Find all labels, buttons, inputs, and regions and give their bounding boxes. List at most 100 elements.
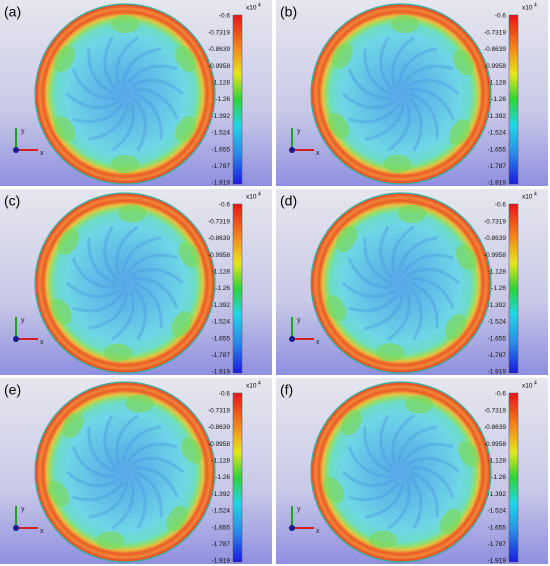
colorbar-tick-label: -0.9958	[484, 63, 506, 70]
swirl	[397, 47, 438, 85]
rim-patch	[118, 204, 147, 223]
swirl	[111, 101, 135, 152]
rim-patch	[175, 116, 197, 142]
swirl	[410, 92, 439, 140]
colorbar-exponent: x10	[246, 5, 257, 12]
colorbar-tick-label: -0.9958	[484, 441, 506, 448]
axis-x-label: x	[316, 528, 320, 535]
axis-x-label: x	[40, 339, 44, 346]
swirl	[364, 292, 405, 330]
rim-patch	[440, 508, 461, 535]
swirl	[363, 48, 392, 96]
swirl	[121, 47, 162, 85]
colorbar-exponent: x10	[246, 194, 257, 201]
colorbar-tick-label: -1.524	[488, 508, 507, 515]
swirl	[87, 48, 116, 96]
swirl	[387, 479, 411, 530]
swirl	[103, 36, 118, 91]
colorbar-exponent-power: 4	[534, 2, 537, 8]
swirl	[132, 97, 147, 152]
rim-patch	[452, 49, 474, 76]
swirl	[130, 267, 185, 285]
swirl	[387, 290, 411, 341]
rim-patch	[341, 409, 362, 436]
rim-patch	[53, 46, 75, 72]
colorbar-tick-label: -0.8639	[484, 424, 506, 431]
swirl	[341, 92, 396, 110]
colorbar-tick-label: -1.524	[488, 319, 507, 326]
swirl	[103, 414, 118, 469]
colorbar-tick-label: -0.9958	[484, 252, 506, 259]
rim-patch	[458, 440, 480, 467]
colorbar-exponent: x10	[246, 383, 257, 390]
rim-patch	[181, 437, 203, 464]
colorbar-tick-label: -1.655	[212, 524, 231, 531]
swirl	[406, 78, 461, 96]
colorbar-tick-label: -0.8639	[208, 424, 230, 431]
swirl	[341, 470, 396, 488]
panel: (b) y x x10 4 -0.6 -0.7319 -0.8639 -0.9958 -1.128…	[276, 0, 548, 187]
rim-patch	[125, 394, 154, 413]
colorbar-tick-label: -1.655	[212, 146, 231, 153]
rim-patch	[53, 116, 75, 142]
colorbar-tick-label: -0.9958	[208, 441, 230, 448]
colorbar-tick-label: -1.787	[488, 541, 507, 548]
axis-origin	[289, 147, 295, 153]
disc	[34, 381, 216, 563]
swirl	[121, 425, 162, 463]
swirl	[130, 456, 185, 474]
colorbar-tick-label: -1.655	[212, 335, 231, 342]
swirl	[348, 102, 400, 124]
panel: (c) y x x10 4 -0.6 -0.7319 -0.8639 -0.9958 -1.128…	[0, 189, 272, 376]
colorbar-tick-label: -1.128	[212, 458, 231, 465]
swirl	[126, 64, 178, 86]
panel-label: (f)	[280, 382, 293, 398]
colorbar-tick-label: -0.6	[495, 202, 507, 209]
colorbar-tick-label: -0.9958	[208, 63, 230, 70]
colorbar-tick-label: -1.655	[488, 335, 507, 342]
axis-x-label: x	[316, 150, 320, 157]
panel: (f) y x x10 4 -0.6 -0.7319 -0.8639 -0.9958 -1.128…	[276, 378, 548, 565]
rim-patch	[178, 241, 200, 268]
swirl	[134, 470, 163, 518]
panel-label: (e)	[4, 382, 21, 398]
swirl	[348, 291, 400, 313]
colorbar-exponent-power: 4	[258, 191, 261, 197]
colorbar-exponent-power: 4	[534, 191, 537, 197]
swirl	[341, 281, 396, 299]
swirl	[406, 267, 461, 285]
swirl	[408, 97, 423, 152]
panel: (e) y x x10 4 -0.6 -0.7319 -0.8639 -0.9958 -1.128…	[0, 378, 272, 565]
swirl	[126, 253, 178, 275]
colorbar-exponent: x10	[522, 194, 533, 201]
axis-x-label: x	[40, 528, 44, 535]
colorbar-tick-label: -0.6	[495, 391, 507, 398]
rim-patch	[325, 295, 347, 322]
swirl	[132, 475, 147, 530]
swirl	[364, 481, 405, 519]
colorbar-tick-label: -0.6	[219, 13, 231, 20]
swirl	[409, 466, 455, 498]
axis-y-label: y	[297, 128, 301, 135]
swirl	[111, 290, 135, 341]
swirl	[402, 64, 454, 86]
colorbar-tick-label: -1.128	[488, 80, 507, 87]
rim-patch	[111, 15, 139, 33]
rim-patch	[328, 112, 350, 139]
axis-y-label: y	[297, 317, 301, 324]
swirl	[406, 456, 461, 474]
swirl	[391, 36, 415, 87]
colorbar-tick-label: -1.524	[212, 319, 231, 326]
panel: (a) y x x10 4 -0.6 -0.7319 -0.8639 -0.9958 -1.128…	[0, 0, 272, 187]
axis-x-label: x	[40, 150, 44, 157]
colorbar-exponent: x10	[522, 383, 533, 390]
panel: (d) y x x10 4 -0.6 -0.7319 -0.8639 -0.9958 -1.128…	[276, 189, 548, 376]
colorbar-tick-label: -1.26	[491, 285, 506, 292]
swirl	[410, 470, 439, 518]
rim-patch	[449, 119, 471, 146]
colorbar-tick-label: -0.6	[495, 13, 507, 20]
swirl	[133, 466, 179, 498]
rim-patch	[50, 298, 72, 325]
axis-y-label: y	[21, 317, 25, 324]
colorbar-tick-label: -0.7319	[208, 29, 230, 36]
